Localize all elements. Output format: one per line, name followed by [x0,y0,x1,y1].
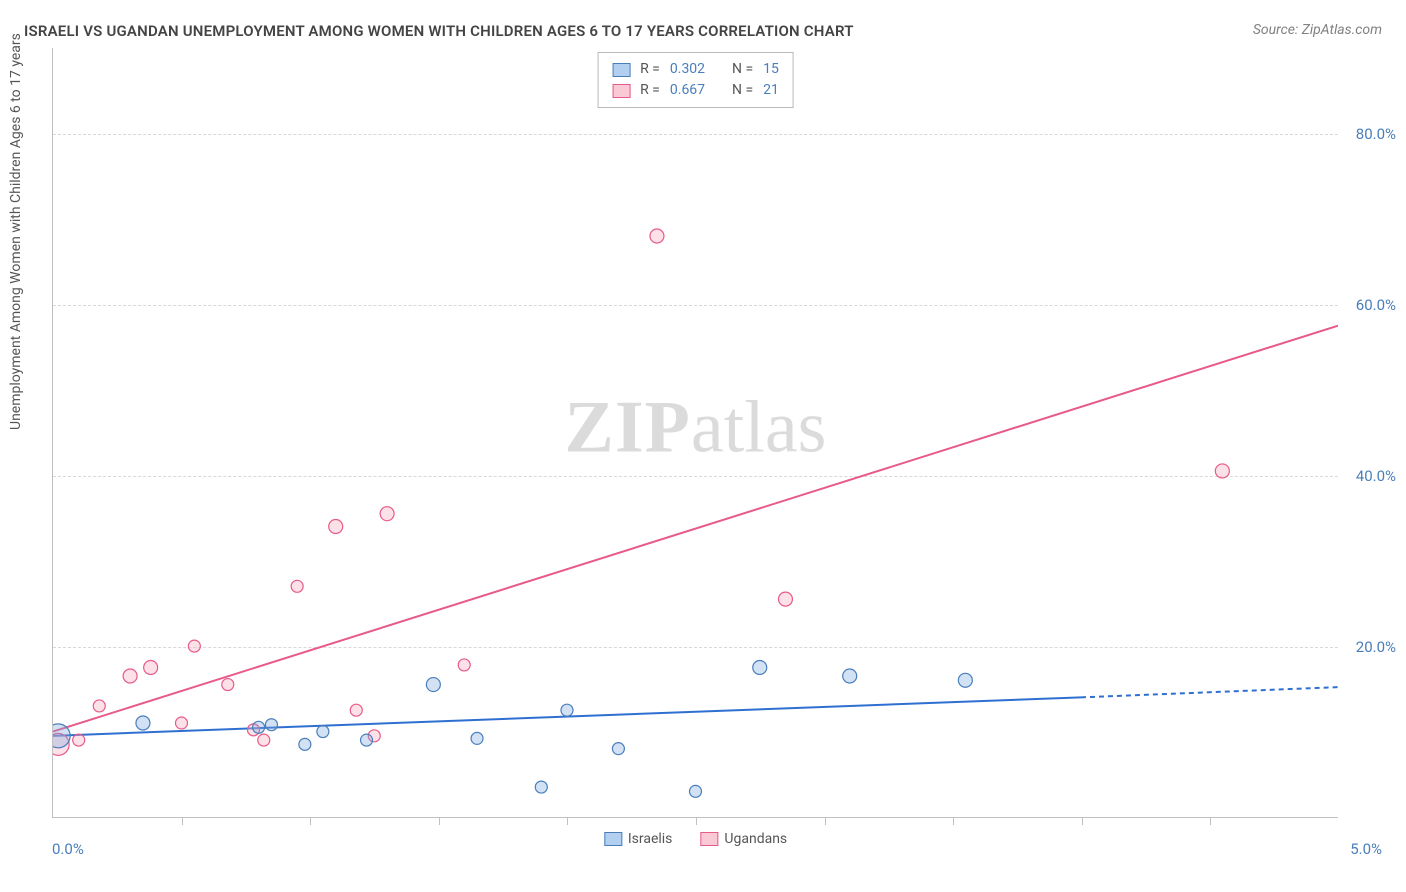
point-ugandans [144,660,158,674]
legend-swatch [700,832,718,846]
legend-swatch [612,84,630,98]
point-israelis [843,669,857,683]
stat-r-label: R = [640,59,660,80]
legend-item: Israelis [604,831,673,847]
stats-legend: R = 0.302 N = 15 R = 0.667 N = 21 [597,52,794,108]
point-israelis [612,743,624,755]
point-ugandans [73,734,85,746]
point-ugandans [380,507,394,521]
point-israelis [136,716,150,730]
stat-n-value: 15 [763,59,779,80]
chart-source: Source: ZipAtlas.com [1253,22,1382,38]
point-israelis [753,660,767,674]
stat-n-value: 21 [763,80,779,101]
stat-r-label: R = [640,80,660,101]
point-ugandans [778,592,792,606]
stat-r-value: 0.302 [670,59,705,80]
point-israelis [471,732,483,744]
point-israelis [361,734,373,746]
stat-n-label: N = [732,80,753,101]
chart-title: ISRAELI VS UGANDAN UNEMPLOYMENT AMONG WO… [24,22,854,40]
point-israelis [265,719,277,731]
x-tick [825,817,826,825]
stat-n-label: N = [732,59,753,80]
series-legend: Israelis Ugandans [604,831,787,847]
x-tick [439,817,440,825]
x-tick [696,817,697,825]
legend-label: Ugandans [724,831,787,847]
plot-area: ZIPatlas R =0.302 N =15R =0.667 N =21 Is… [52,48,1338,818]
point-ugandans [176,717,188,729]
point-israelis [690,785,702,797]
legend-item: Ugandans [700,831,787,847]
trend-line-ugandans [53,326,1338,732]
y-tick-label: 80.0% [1356,125,1396,143]
legend-label: Israelis [628,831,673,847]
chart-wrapper: ISRAELI VS UGANDAN UNEMPLOYMENT AMONG WO… [0,0,1406,892]
point-israelis [426,678,440,692]
point-israelis [535,781,547,793]
legend-swatch [612,63,630,77]
y-axis-label: Unemployment Among Women with Children A… [8,33,24,430]
point-ugandans [123,669,137,683]
y-tick-label: 60.0% [1356,296,1396,314]
x-tick [567,817,568,825]
point-ugandans [222,679,234,691]
x-axis-min-label: 0.0% [52,840,84,858]
point-ugandans [291,580,303,592]
point-ugandans [1215,464,1229,478]
stats-row: R = 0.667 N = 21 [612,80,779,101]
point-israelis [253,721,265,733]
point-ugandans [650,229,664,243]
point-israelis [561,704,573,716]
stats-row: R = 0.302 N = 15 [612,59,779,80]
stat-r-value: 0.667 [670,80,705,101]
x-tick [953,817,954,825]
plot-svg [53,48,1338,817]
legend-swatch [604,832,622,846]
x-axis-max-label: 5.0% [1350,840,1382,858]
y-tick-label: 20.0% [1356,638,1396,656]
point-ugandans [458,659,470,671]
y-tick-label: 40.0% [1356,467,1396,485]
point-ugandans [329,519,343,533]
point-israelis [958,673,972,687]
x-tick [1210,817,1211,825]
point-israelis [299,738,311,750]
trend-line-israelis-ext [1081,687,1338,697]
x-tick [1082,817,1083,825]
point-ugandans [258,734,270,746]
point-ugandans [93,700,105,712]
x-tick [310,817,311,825]
point-ugandans [350,704,362,716]
point-ugandans [188,640,200,652]
point-israelis [317,726,329,738]
x-tick [182,817,183,825]
